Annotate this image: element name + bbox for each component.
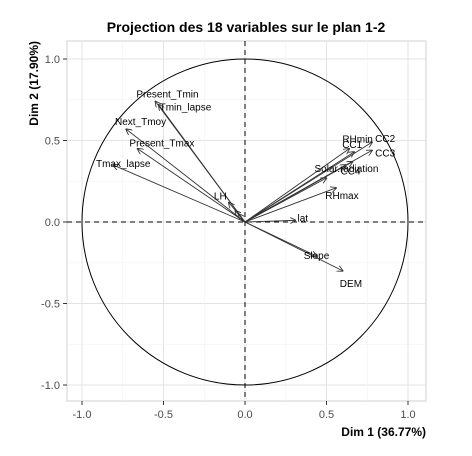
variable-label: RHmax [325,191,358,202]
y-tick-label: 0.0 [45,217,60,229]
variable-arrow [113,165,246,223]
variable-label: Slope [304,251,330,262]
x-tick-label: 0.0 [237,409,252,421]
variable-arrow [244,165,346,223]
variable-labels: Present_Tmin Tmin_lapse Next_Tmoy Present_T… [96,89,396,290]
variable-label: CC2 [375,134,395,145]
y-tick-label: -0.5 [41,299,60,311]
variable-label: Present_Tmin [136,89,198,100]
variable-label: CC1 [342,140,362,151]
variable-label: lat [298,213,309,224]
unit-circle [81,58,409,386]
variable-arrow [244,221,343,271]
variable-label: Next_Tmoy [115,117,166,128]
variable-arrow [244,188,336,223]
variable-arrow [238,214,246,223]
variable-arrow [244,220,296,222]
variable-label: DEM [340,279,362,290]
variable-label: RHmin [342,135,373,146]
variable-label: CC4 [341,167,361,178]
x-tick-label: 1.0 [400,409,415,421]
x-tick-label: -0.5 [154,409,173,421]
zero-lines [67,41,426,401]
variable-arrow [126,129,246,223]
variable-label: CC3 [375,148,395,159]
variable-arrow [244,142,372,223]
y-tick-labels: -1.0 -0.5 0.0 0.5 1.0 [41,54,67,392]
x-axis-title: Dim 1 (36.77%) [341,425,426,439]
x-tick-label: -1.0 [73,409,92,421]
variable-arrow [137,149,246,223]
variable-arrows [113,101,372,271]
variable-label: Present_Tmax [129,139,194,150]
y-tick-label: -1.0 [41,380,60,392]
variable-label: Tmin_lapse [160,103,212,114]
x-tick-labels: -1.0 -0.5 0.0 0.5 1.0 [73,401,416,421]
variable-arrow [244,149,349,223]
x-tick-label: 0.5 [319,409,334,421]
y-tick-label: 0.5 [45,136,60,148]
chart-title: Projection des 18 variables sur le plan … [107,19,386,35]
variable-label: LH [214,191,227,202]
y-tick-label: 1.0 [45,54,60,66]
variable-label: Tmax_lapse [96,159,151,170]
variable-label: Solar.radiation [315,164,379,175]
y-axis-title: Dim 2 (17.90%) [27,41,41,126]
